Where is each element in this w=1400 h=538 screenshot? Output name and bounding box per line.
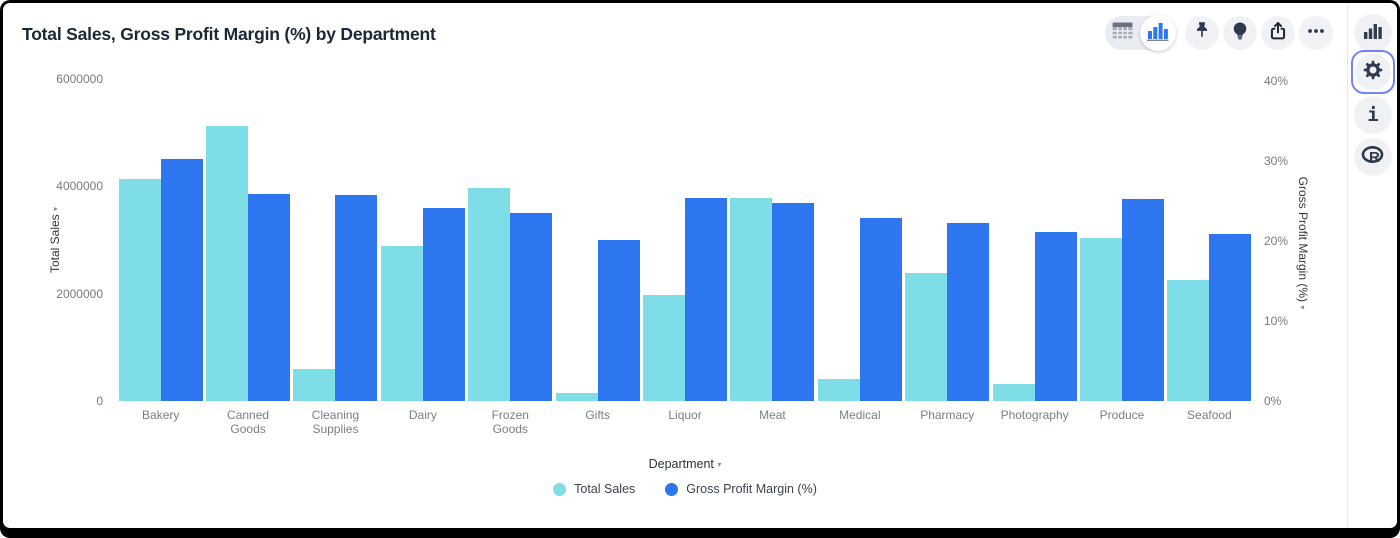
y-axis-tick: 10% [1264,314,1289,328]
axis-dropdown-icon: ▾ [717,460,722,469]
x-tick-label: Pharmacy [920,408,975,422]
bar-margin[interactable] [860,218,902,401]
bar-margin[interactable] [510,213,552,401]
bar-sales[interactable] [381,246,423,401]
x-tick-label: Cleaning Supplies [311,408,360,436]
right-axis-title[interactable]: Gross Profit Margin (%) ▾ [1296,176,1310,310]
bar-margin[interactable] [947,223,989,401]
legend-dot [665,482,679,496]
chart-panel-icon [1363,22,1383,45]
x-tick-label: Frozen Goods [491,408,529,436]
bar-margin[interactable] [685,198,727,401]
chart-view-icon [1147,21,1169,46]
y-axis-tick: 0 [96,394,103,408]
bar-margin[interactable] [598,240,640,401]
bar-margin[interactable] [161,159,203,401]
bar-margin[interactable] [423,208,465,401]
bar-sales[interactable] [293,369,335,401]
rail-chart-button[interactable] [1354,14,1392,52]
bar-margin[interactable] [248,194,290,401]
bar-margin[interactable] [772,203,814,401]
bar-sales[interactable] [556,393,598,401]
x-axis-title[interactable]: Department ▾ [648,457,722,471]
y-axis-tick: 30% [1264,154,1289,168]
bar-margin[interactable] [335,195,377,401]
x-tick-label: Liquor [668,408,702,422]
settings-gear-icon [1362,59,1384,86]
chart-title: Total Sales, Gross Profit Margin (%) by … [22,24,436,44]
pin-icon [1191,20,1213,47]
y-axis-tick: 20% [1264,234,1289,248]
rail-r-button[interactable]: R [1354,138,1392,176]
pin-button[interactable] [1185,16,1219,50]
r-logo-icon: R [1360,143,1386,172]
legend-dot [553,482,567,496]
bar-sales[interactable] [1167,280,1209,401]
more-icon [1305,20,1327,47]
bar-sales[interactable] [1080,238,1122,401]
table-view-icon [1112,22,1133,44]
legend: Total Sales Gross Profit Margin (%) [117,482,1253,496]
bar-sales[interactable] [643,295,685,401]
widget-frame: Total Sales, Gross Profit Margin (%) by … [3,3,1397,528]
toolbar [1105,15,1333,51]
x-tick-label: Seafood [1187,408,1232,422]
y-axis-tick: 4000000 [56,179,103,194]
x-tick-label: Medical [839,408,881,422]
lightbulb-icon [1229,20,1251,47]
info-icon: i [1367,103,1379,126]
x-tick-label: Meat [759,408,786,422]
x-tick-label: Bakery [142,408,180,422]
x-axis-labels: Bakery Canned Goods Cleaning Supplies Dairy… [117,408,1253,436]
axis-dropdown-icon: ▾ [1298,305,1307,310]
bar-sales[interactable] [730,198,772,401]
bar-margin[interactable] [1209,234,1251,401]
bar-sales[interactable] [818,379,860,401]
y-axis-tick: 2000000 [56,286,103,301]
x-tick-label: Dairy [408,408,437,422]
y-axis-tick: 40% [1264,74,1289,88]
bar-sales[interactable] [468,188,510,401]
y-axis-tick: 0% [1264,394,1282,408]
svg-text:R: R [1369,149,1380,166]
left-axis-title[interactable]: Total Sales ▾ [48,206,62,274]
plot-area [117,57,1253,401]
bar-sales[interactable] [119,179,161,401]
legend-item: Total Sales [553,482,635,496]
rail-settings-button[interactable] [1351,50,1395,94]
bar-margin[interactable] [1035,232,1077,401]
bar-sales[interactable] [993,384,1035,401]
axis-dropdown-icon: ▾ [51,206,60,211]
side-rail: i R [1347,3,1397,528]
x-tick-label: Gifts [585,408,610,422]
share-icon [1267,20,1289,47]
chart-view-button[interactable] [1140,15,1176,51]
bar-sales[interactable] [905,273,947,401]
x-tick-label: Photography [1000,408,1069,422]
more-button[interactable] [1299,16,1333,50]
lightbulb-button[interactable] [1223,16,1257,50]
bar-margin[interactable] [1122,199,1164,401]
bar-sales[interactable] [206,126,248,401]
rail-info-button[interactable]: i [1354,96,1392,134]
legend-item: Gross Profit Margin (%) [665,482,817,496]
x-tick-label: Canned Goods [227,408,270,436]
share-button[interactable] [1261,16,1295,50]
chart-area: Total Sales ▾ Gross Profit Margin (%) ▾ … [3,3,1397,528]
table-view-button[interactable] [1105,22,1140,44]
x-tick-label: Produce [1099,408,1145,422]
view-toggle[interactable] [1105,15,1176,51]
y-axis-tick: 6000000 [56,72,103,86]
